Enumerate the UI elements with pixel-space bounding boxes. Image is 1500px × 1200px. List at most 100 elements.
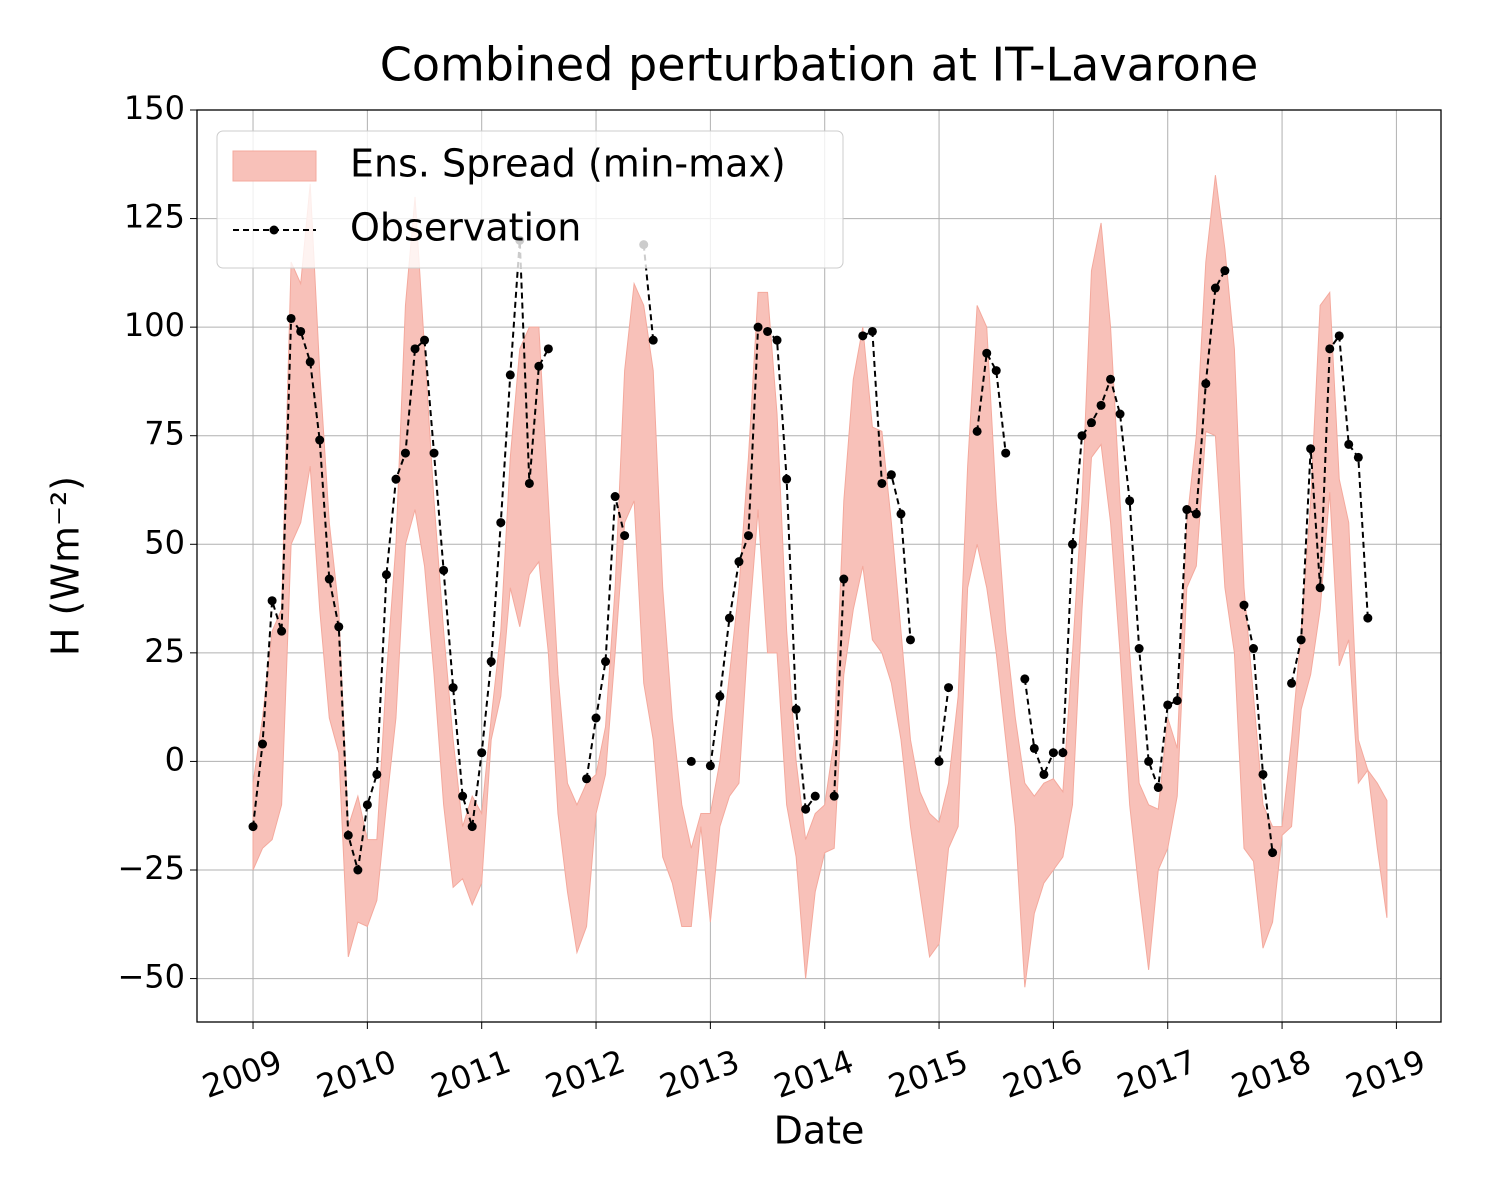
x-tick-label: 2012 — [540, 1042, 630, 1106]
observation-point — [1306, 444, 1316, 454]
observation-point — [1134, 644, 1144, 654]
observation-point — [1248, 644, 1258, 654]
x-tick-label: 2011 — [426, 1042, 516, 1106]
x-tick-label: 2018 — [1226, 1042, 1316, 1106]
observation-point — [1172, 696, 1182, 706]
observation-point — [372, 769, 382, 779]
legend-swatch — [232, 150, 317, 182]
observation-point — [829, 791, 839, 801]
observation-point — [858, 331, 868, 341]
observation-point — [1067, 539, 1077, 549]
observation-point — [362, 800, 372, 810]
observation-point — [1334, 331, 1344, 341]
observation-point — [534, 361, 544, 371]
chart-title: Combined perturbation at IT-Lavarone — [380, 38, 1259, 92]
observation-point — [1315, 583, 1325, 593]
observation-point — [448, 683, 458, 693]
observation-point — [429, 448, 439, 458]
observation-point — [810, 791, 820, 801]
observation-point — [391, 474, 401, 484]
observation-point — [772, 335, 782, 345]
observation-point — [420, 335, 430, 345]
observation-point — [343, 830, 353, 840]
observation-point — [1287, 678, 1297, 688]
observation-point — [705, 761, 715, 771]
observation-point — [1153, 782, 1163, 792]
observation-point — [248, 822, 258, 832]
observation-point — [972, 426, 982, 436]
x-tick-label: 2015 — [883, 1042, 973, 1106]
observation-point — [886, 470, 896, 480]
observation-point — [610, 492, 620, 502]
observation-point — [1029, 743, 1039, 753]
observation-point — [1077, 431, 1087, 441]
legend-label: Observation — [350, 206, 581, 250]
observation-point — [743, 531, 753, 541]
observation-point — [1048, 748, 1058, 758]
x-tick-label: 2019 — [1341, 1042, 1431, 1106]
observation-point — [601, 657, 611, 667]
observation-point — [620, 531, 630, 541]
observation-point — [286, 313, 296, 323]
observation-point — [381, 570, 391, 580]
y-tick-label: 0 — [165, 740, 185, 778]
observation-point — [877, 478, 887, 488]
observation-point — [896, 509, 906, 519]
observation-point — [982, 348, 992, 358]
observation-point — [715, 691, 725, 701]
observation-point — [315, 435, 325, 445]
observation-point — [400, 448, 410, 458]
x-tick-label: 2010 — [312, 1042, 402, 1106]
observation-point — [1163, 700, 1173, 710]
observation-point — [1239, 600, 1249, 610]
x-tick-label: 2014 — [769, 1042, 859, 1106]
observation-point — [1058, 748, 1068, 758]
observation-point — [905, 635, 915, 645]
y-tick-label: 50 — [144, 523, 185, 561]
x-tick-label: 2017 — [1112, 1042, 1202, 1106]
observation-point — [763, 326, 773, 336]
observation-point — [867, 326, 877, 336]
observation-point — [467, 822, 477, 832]
observation-point — [944, 683, 954, 693]
spread-band — [252, 175, 1388, 988]
observation-point — [496, 518, 506, 528]
observation-point — [782, 474, 792, 484]
observation-point — [724, 613, 734, 623]
y-axis-label: H (Wm⁻²) — [44, 476, 88, 656]
y-tick-label: 25 — [144, 632, 185, 670]
y-tick-label: −50 — [117, 958, 185, 996]
observation-point — [305, 357, 315, 367]
observation-line — [252, 240, 1369, 871]
legend-box — [216, 130, 844, 269]
observation-point — [353, 865, 363, 875]
observation-point — [1268, 848, 1278, 858]
x-tick-label: 2016 — [998, 1042, 1088, 1106]
observation-point — [1363, 613, 1373, 623]
legend-marker — [269, 225, 279, 235]
observation-point — [1115, 409, 1125, 419]
observation-point — [1125, 496, 1135, 506]
observation-point — [1220, 266, 1230, 276]
observation-point — [839, 574, 849, 584]
observation-point — [439, 565, 449, 575]
x-tick-label: 2009 — [197, 1042, 287, 1106]
observation-point — [801, 804, 811, 814]
y-tick-label: −25 — [117, 849, 185, 887]
observation-point — [1106, 374, 1116, 384]
observation-point — [991, 366, 1001, 376]
observation-point — [1344, 439, 1354, 449]
observation-point — [753, 322, 763, 332]
observation-point — [1020, 674, 1030, 684]
y-tick-label: 75 — [144, 415, 185, 453]
observation-point — [1191, 509, 1201, 519]
observation-point — [648, 335, 658, 345]
y-tick-label: 150 — [124, 89, 185, 127]
observation-point — [1182, 505, 1192, 515]
observation-point — [1210, 283, 1220, 293]
y-tick-label: 125 — [124, 198, 185, 236]
observation-point — [258, 739, 268, 749]
observation-point — [410, 344, 420, 354]
observation-point — [543, 344, 553, 354]
